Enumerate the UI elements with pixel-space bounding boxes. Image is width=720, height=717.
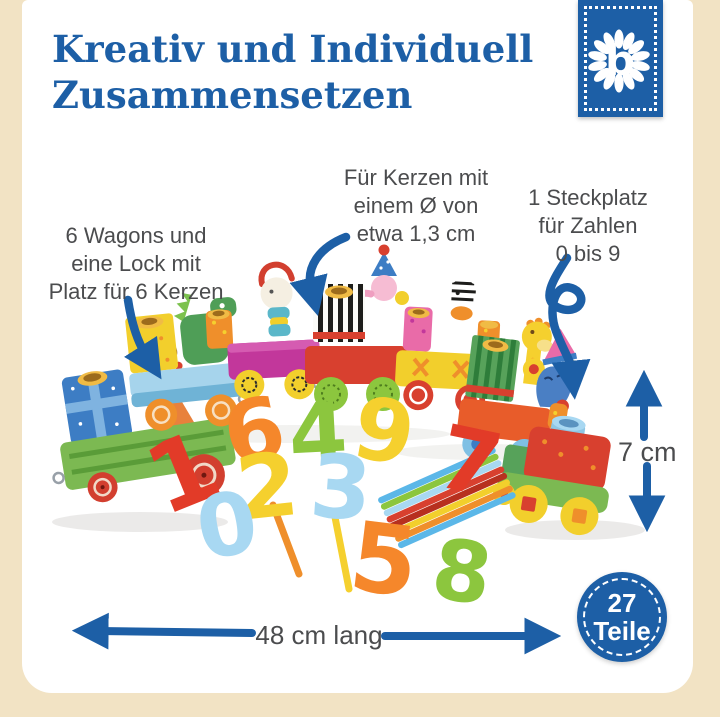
parts-badge: 27 Teile: [577, 572, 667, 662]
callout-wagons: 6 Wagons und eine Lock mit Platz für 6 K…: [30, 222, 242, 306]
digit-3: 3: [307, 434, 375, 541]
striped-candle-cube: [313, 284, 365, 342]
parts-unit: Teile: [593, 616, 651, 646]
callout-wagons-line-3: Platz für 6 Kerzen: [48, 279, 224, 304]
callout-wagons-line-1: 6 Wagons und: [65, 223, 207, 248]
page-title-line-2: Zusammensetzen: [52, 73, 413, 117]
candle-stick-orange: [269, 501, 303, 578]
digit-2: 2: [231, 432, 303, 541]
callout-candle-diameter: Für Kerzen mit einem Ø von etwa 1,3 cm: [322, 164, 510, 248]
digit-5: 5: [344, 500, 424, 619]
brand-logo-flower-icon: b: [588, 29, 650, 93]
arrow-number-slot: [545, 253, 591, 400]
brand-letter: b: [605, 36, 635, 85]
page-title-line-1: Kreativ und Individuell: [52, 27, 534, 71]
arrow-wagons: [123, 295, 162, 380]
brand-badge: b: [578, 0, 663, 117]
arrow-candle-diameter: [289, 232, 351, 317]
callout-wagons-line-2: eine Lock mit: [71, 251, 201, 276]
parts-count: 27: [607, 588, 637, 618]
digit-4: 4: [286, 384, 350, 485]
length-label: 48 cm lang: [255, 620, 383, 650]
arrow-length-left: [71, 612, 256, 650]
callout-candle-line-2: einem Ø von: [353, 193, 479, 218]
callout-slot-line-3: 0 bis 9: [555, 241, 621, 266]
green-candle-cube: [465, 335, 520, 402]
parts-badge-dashed-border: [583, 578, 661, 656]
page-title: Kreativ und Individuell Zusammensetzen: [52, 26, 533, 118]
digit-8: 8: [426, 519, 498, 624]
callout-slot-line-2: für Zahlen: [538, 213, 638, 238]
height-label: 7 cm: [618, 437, 677, 467]
callout-candle-line-1: Für Kerzen mit: [343, 165, 489, 190]
callout-number-slot: 1 Steckplatz für Zahlen 0 bis 9: [500, 184, 676, 268]
candle-stick-yellow: [330, 508, 353, 593]
callout-candle-line-3: etwa 1,3 cm: [356, 221, 476, 246]
callout-slot-line-1: 1 Steckplatz: [528, 185, 648, 210]
sticks-bundle: [378, 447, 516, 549]
brand-badge-dotted-border: [584, 6, 657, 111]
